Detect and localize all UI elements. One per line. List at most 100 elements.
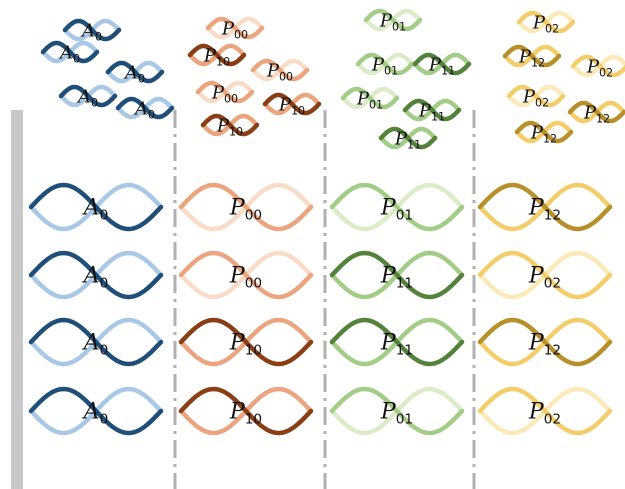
strand-label-subscript: 0 xyxy=(148,108,155,121)
pool-strand: P01 xyxy=(363,8,423,33)
helix-strand-dark xyxy=(570,54,625,78)
strand-label-subscript: 00 xyxy=(245,208,262,224)
strand-label-base: P xyxy=(371,54,385,75)
strand-label: P10 xyxy=(216,115,243,138)
helix-strand-dark xyxy=(477,250,613,300)
strand-label: A0 xyxy=(80,20,102,43)
strand-label-base: A xyxy=(123,62,138,83)
pool-strand: P00 xyxy=(205,16,265,41)
helix-strand-dark xyxy=(28,386,164,436)
row-strand: A0 xyxy=(28,317,164,367)
strand-label-subscript: 00 xyxy=(245,276,262,292)
pool-strand: P02 xyxy=(506,84,566,109)
strand-label-base: P xyxy=(394,128,408,149)
strand-label-base: P xyxy=(380,331,397,356)
strand-label-subscript: 10 xyxy=(245,343,262,359)
helix-strand-dark xyxy=(402,98,462,122)
strand-label-subscript: 10 xyxy=(229,125,243,138)
strand-label: A0 xyxy=(76,86,98,109)
row-strand: P00 xyxy=(178,250,314,300)
strand-label-base: P xyxy=(428,54,442,75)
strand-label: A0 xyxy=(82,196,109,224)
strand-label-base: P xyxy=(379,10,393,31)
helix-strand-dark xyxy=(200,113,260,137)
column-dividers xyxy=(173,110,476,489)
strand-label-base: A xyxy=(82,196,100,221)
helix-strand-dark xyxy=(262,92,322,116)
strand-label-base: P xyxy=(229,400,246,425)
strand-label-subscript: 11 xyxy=(396,343,413,359)
strand-label: P02 xyxy=(586,56,613,79)
helix-strand-dark xyxy=(28,182,164,232)
helix-strand-dark xyxy=(329,250,465,300)
pool-strand: P01 xyxy=(355,52,415,77)
row-strand: A0 xyxy=(28,182,164,232)
helix-strand-dark xyxy=(178,182,314,232)
helix-strand-dark xyxy=(58,84,118,108)
strand-label: P00 xyxy=(221,18,248,41)
helix-strand-dark xyxy=(187,43,247,67)
row-strand: P01 xyxy=(329,182,465,232)
strand-label-subscript: 10 xyxy=(291,104,305,117)
strand-label-subscript: 01 xyxy=(384,64,398,77)
pool-strand: P11 xyxy=(412,52,472,77)
row-bracket-bar xyxy=(11,110,23,489)
helix-strand-dark xyxy=(178,317,314,367)
pool-strand: P00 xyxy=(250,58,310,83)
helix-strand-dark xyxy=(195,80,255,104)
strand-label-base: P xyxy=(211,82,225,103)
strand-label: P00 xyxy=(211,82,238,105)
strand-label-subscript: 11 xyxy=(396,276,413,292)
strand-label: P12 xyxy=(583,102,610,125)
strand-label-base: P xyxy=(356,88,370,109)
strand-label: A0 xyxy=(58,42,80,65)
strand-label: P12 xyxy=(528,196,561,224)
pool-strand: P10 xyxy=(262,92,322,117)
strand-label: P00 xyxy=(229,264,262,292)
pool-strand: P02 xyxy=(516,10,576,35)
strand-label-subscript: 0 xyxy=(100,208,109,224)
helix-strand-dark xyxy=(506,84,566,108)
strand-label: P11 xyxy=(394,128,421,151)
strand-row: A0 P10 P01 P02 xyxy=(28,386,613,436)
helix-strand-dark xyxy=(340,86,400,110)
pool-strand: P11 xyxy=(402,98,462,123)
helix-strand-dark xyxy=(329,386,465,436)
helix-strand-dark xyxy=(40,40,100,64)
strand-label-base: P xyxy=(229,331,246,356)
strand-label-base: P xyxy=(266,60,280,81)
pool-strand: A0 xyxy=(115,96,175,121)
helix-strand-dark xyxy=(516,10,576,34)
strand-label-subscript: 0 xyxy=(100,343,109,359)
strand-label: P01 xyxy=(356,88,383,111)
strand-label-subscript: 0 xyxy=(100,276,109,292)
strand-label: P10 xyxy=(278,94,305,117)
strand-label-subscript: 02 xyxy=(545,22,559,35)
strand-label-subscript: 0 xyxy=(100,412,109,428)
helix-strand-dark xyxy=(477,317,613,367)
row-strand: P01 xyxy=(329,386,465,436)
row-strand: P12 xyxy=(477,317,613,367)
strand-label-base: A xyxy=(82,331,100,356)
strand-label-base: P xyxy=(528,331,545,356)
strand-label: P01 xyxy=(380,196,413,224)
strand-label-base: P xyxy=(229,264,246,289)
pool-strand: P10 xyxy=(187,43,247,68)
strand-label: P11 xyxy=(428,54,455,77)
helix-strand-dark xyxy=(105,60,165,84)
pool-strand: P00 xyxy=(195,80,255,105)
row-strand: A0 xyxy=(28,250,164,300)
pool-strand: A0 xyxy=(40,40,100,65)
strand-label-subscript: 0 xyxy=(91,96,98,109)
strand-label-subscript: 01 xyxy=(369,98,383,111)
pool-strand: P02 xyxy=(570,54,625,79)
strand-label-base: P xyxy=(528,196,545,221)
helix-strand-dark xyxy=(363,8,423,32)
pool-strand: P12 xyxy=(567,100,625,125)
helix-strand-dark xyxy=(115,96,175,120)
strand-label-base: P xyxy=(586,56,600,77)
